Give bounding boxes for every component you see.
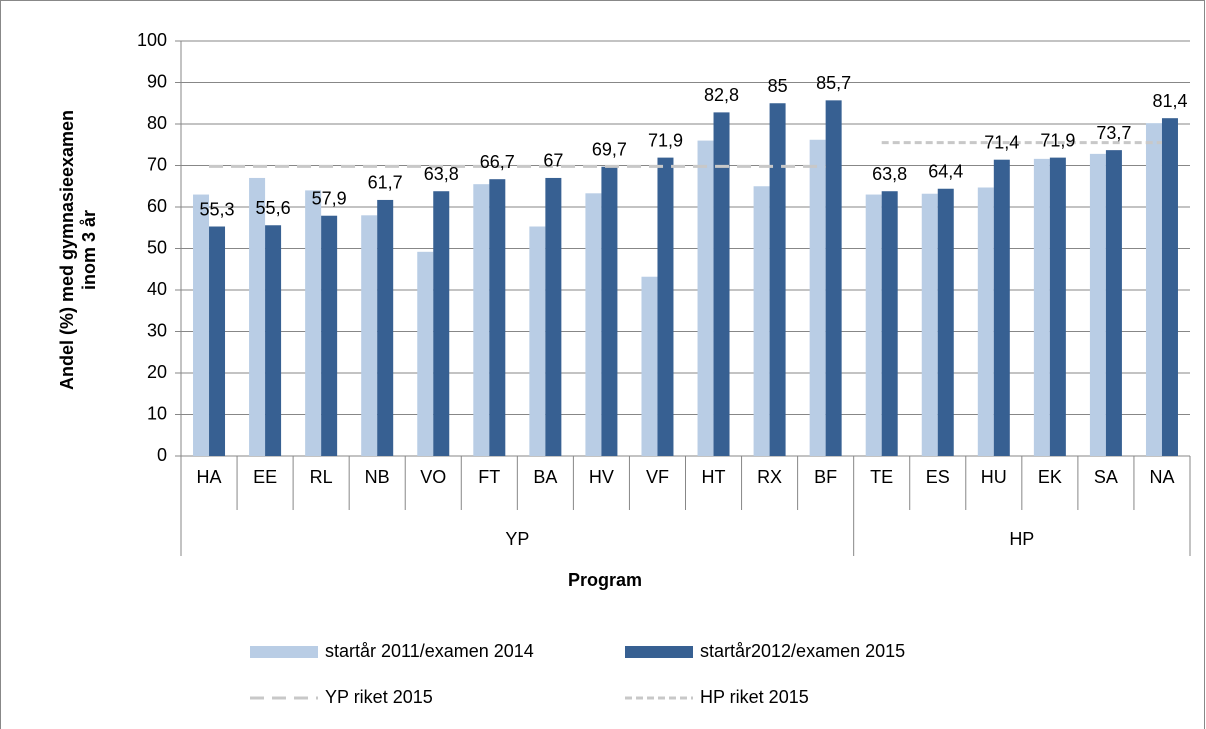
x-tick-label: SA [1094,467,1118,487]
y-tick-label: 40 [147,279,167,299]
bar [713,112,730,456]
legend-swatch [250,646,318,658]
x-tick-label: RL [310,467,333,487]
bar [697,140,714,456]
data-label: 57,9 [312,188,347,208]
y-axis-title-line: Andel (%) med gymnasieexamen [57,110,77,390]
bar [433,191,450,457]
bar [825,100,842,456]
data-label: 63,8 [424,164,459,184]
bar [377,199,394,456]
bar [417,251,434,456]
y-tick-label: 90 [147,71,167,91]
x-tick-label: NA [1149,467,1174,487]
x-tick-label: EE [253,467,277,487]
y-tick-label: 30 [147,320,167,340]
x-tick-label: NB [365,467,390,487]
bar [921,193,938,456]
x-tick-label: EK [1038,467,1062,487]
bar [249,177,266,456]
bar [473,184,490,457]
y-tick-label: 80 [147,113,167,133]
bar [657,157,674,457]
x-tick-label: BF [814,467,837,487]
bar [265,225,282,456]
bar [753,186,770,456]
data-label: 63,8 [872,164,907,184]
group-label: HP [1009,529,1034,549]
x-axis-title: Program [568,570,642,590]
x-tick-label: TE [870,467,893,487]
legend-label: startår2012/examen 2015 [700,641,905,661]
data-label: 71,9 [648,130,683,150]
y-axis-title-line: inom 3 år [79,210,99,290]
bar [305,190,322,456]
y-tick-label: 70 [147,154,167,174]
data-label: 85,7 [816,73,851,93]
x-tick-label: VO [420,467,446,487]
bar [1049,157,1066,457]
bar [865,194,882,457]
bar [361,215,378,456]
data-label: 67 [543,151,563,171]
legend-swatch [625,646,693,658]
data-label: 71,4 [984,132,1019,152]
bar [1161,118,1178,456]
x-tick-label: ES [926,467,950,487]
x-tick-label: BA [533,467,557,487]
bar [1145,123,1162,457]
data-label: 55,3 [200,199,235,219]
data-label: 64,4 [928,161,963,181]
x-tick-label: FT [478,467,500,487]
x-tick-label: VF [646,467,669,487]
bar [545,177,562,456]
x-tick-label: HV [589,467,614,487]
legend-label: startår 2011/examen 2014 [325,641,534,661]
y-tick-label: 0 [157,445,167,465]
data-label: 73,7 [1096,123,1131,143]
y-tick-label: 50 [147,237,167,257]
data-label: 81,4 [1152,91,1187,111]
bar [585,193,602,456]
data-label: 85 [768,76,788,96]
bar [209,226,226,456]
data-label: 71,9 [1040,130,1075,150]
bar [977,187,994,456]
bar [193,194,210,457]
data-label: 66,7 [480,152,515,172]
legend-label: YP riket 2015 [325,687,433,707]
bar [1089,153,1106,456]
bar [881,191,898,457]
y-tick-label: 100 [137,30,167,50]
bar [321,215,338,456]
group-label: YP [505,529,529,549]
data-label: 82,8 [704,85,739,105]
bar [1033,158,1050,457]
x-tick-label: RX [757,467,782,487]
bar [529,226,546,456]
bar [769,103,786,456]
bar [489,179,506,456]
bar [937,188,954,457]
y-tick-label: 10 [147,403,167,423]
x-tick-label: HT [702,467,726,487]
bar [1105,150,1122,456]
bar [809,139,826,456]
y-axis-title: Andel (%) med gymnasieexamen inom 3 år [57,110,99,390]
data-label: 69,7 [592,139,627,159]
data-label: 61,7 [368,173,403,193]
legend-label: HP riket 2015 [700,687,809,707]
y-tick-label: 20 [147,362,167,382]
y-tick-label: 60 [147,196,167,216]
data-label: 55,6 [256,198,291,218]
bar [601,166,618,456]
bar [641,276,658,456]
x-tick-label: HU [981,467,1007,487]
bar [993,159,1010,456]
x-tick-label: HA [197,467,222,487]
